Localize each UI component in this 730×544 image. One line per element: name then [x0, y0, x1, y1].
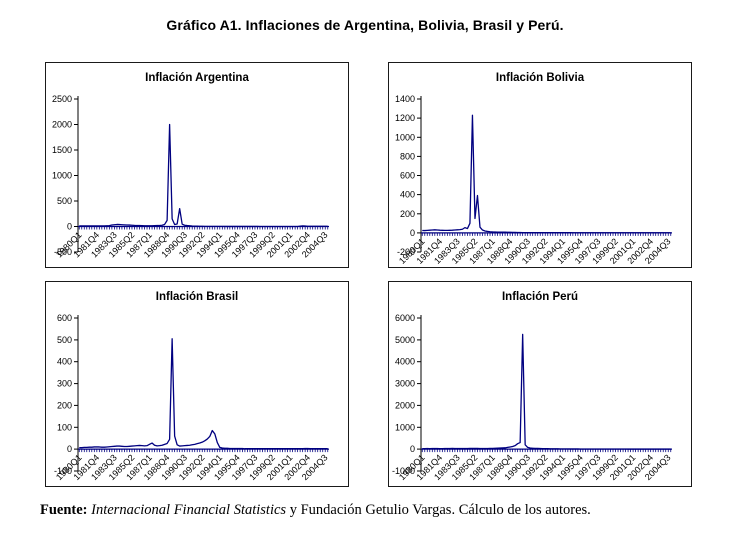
source-label: Fuente:: [40, 502, 92, 518]
svg-text:1200: 1200: [395, 113, 415, 123]
page-title: Gráfico A1. Inflaciones de Argentina, Bo…: [166, 17, 564, 33]
svg-text:1400: 1400: [395, 94, 415, 104]
svg-text:300: 300: [57, 379, 72, 389]
svg-text:200: 200: [57, 400, 72, 410]
svg-text:5000: 5000: [395, 335, 415, 345]
svg-text:600: 600: [57, 313, 72, 323]
svg-text:-1000: -1000: [392, 466, 415, 476]
svg-text:600: 600: [400, 171, 415, 181]
chart-title-argentina: Inflación Argentina: [145, 72, 249, 84]
svg-text:3000: 3000: [395, 379, 415, 389]
svg-text:-200: -200: [397, 247, 415, 257]
svg-text:1000: 1000: [395, 422, 415, 432]
svg-text:1000: 1000: [395, 132, 415, 142]
svg-text:-500: -500: [54, 247, 72, 257]
svg-text:500: 500: [57, 196, 72, 206]
source-name-italic: Internacional Financial Statistics: [91, 502, 287, 518]
svg-text:0: 0: [410, 228, 415, 238]
svg-text:400: 400: [400, 190, 415, 200]
chart-panel-peru: Inflación Perú 6000 5000 4000 3000 2000 1000 0…: [388, 281, 692, 487]
chart-title-brasil: Inflación Brasil: [155, 291, 239, 303]
source-note: Fuente: Internacional Financial Statisti…: [40, 502, 700, 519]
chart-title-peru: Inflación Perú: [501, 291, 579, 303]
chart-title-bolivia: Inflación Bolivia: [495, 72, 585, 84]
svg-text:2000: 2000: [395, 400, 415, 410]
svg-text:2000: 2000: [52, 120, 72, 130]
svg-text:1000: 1000: [52, 171, 72, 181]
svg-text:400: 400: [57, 357, 72, 367]
peru-inflation-chart: 6000500040003000200010000-10001980Q11981…: [392, 313, 673, 482]
svg-text:100: 100: [57, 422, 72, 432]
svg-text:0: 0: [67, 222, 72, 232]
chart-panel-bolivia: Inflación Bolivia 1400 1200 1000 800 600 400 2…: [388, 62, 692, 268]
svg-text:1500: 1500: [52, 145, 72, 155]
argentina-inflation-chart: 25002000150010005000-5001980Q11981Q41983…: [52, 94, 330, 260]
chart-panel-brasil: Inflación Brasil 600 500 400 300 200 100 0 -100…: [45, 281, 349, 487]
svg-text:500: 500: [57, 335, 72, 345]
brasil-inflation-chart: 6005004003002001000-1001980Q11981Q41983Q…: [54, 313, 330, 482]
chart-panel-argentina: Inflación Argentina 2500 2000 1500 1000 500 0…: [45, 62, 349, 268]
svg-text:800: 800: [400, 151, 415, 161]
svg-text:6000: 6000: [395, 313, 415, 323]
source-rest: y Fundación Getulio Vargas. Cálculo de l…: [286, 502, 591, 518]
svg-text:0: 0: [67, 444, 72, 454]
svg-text:0: 0: [410, 444, 415, 454]
svg-text:2500: 2500: [52, 94, 72, 104]
svg-text:200: 200: [400, 209, 415, 219]
svg-text:-100: -100: [54, 466, 72, 476]
bolivia-inflation-chart: 1400120010008006004002000-2001980Q11981Q…: [395, 94, 673, 266]
svg-text:4000: 4000: [395, 357, 415, 367]
